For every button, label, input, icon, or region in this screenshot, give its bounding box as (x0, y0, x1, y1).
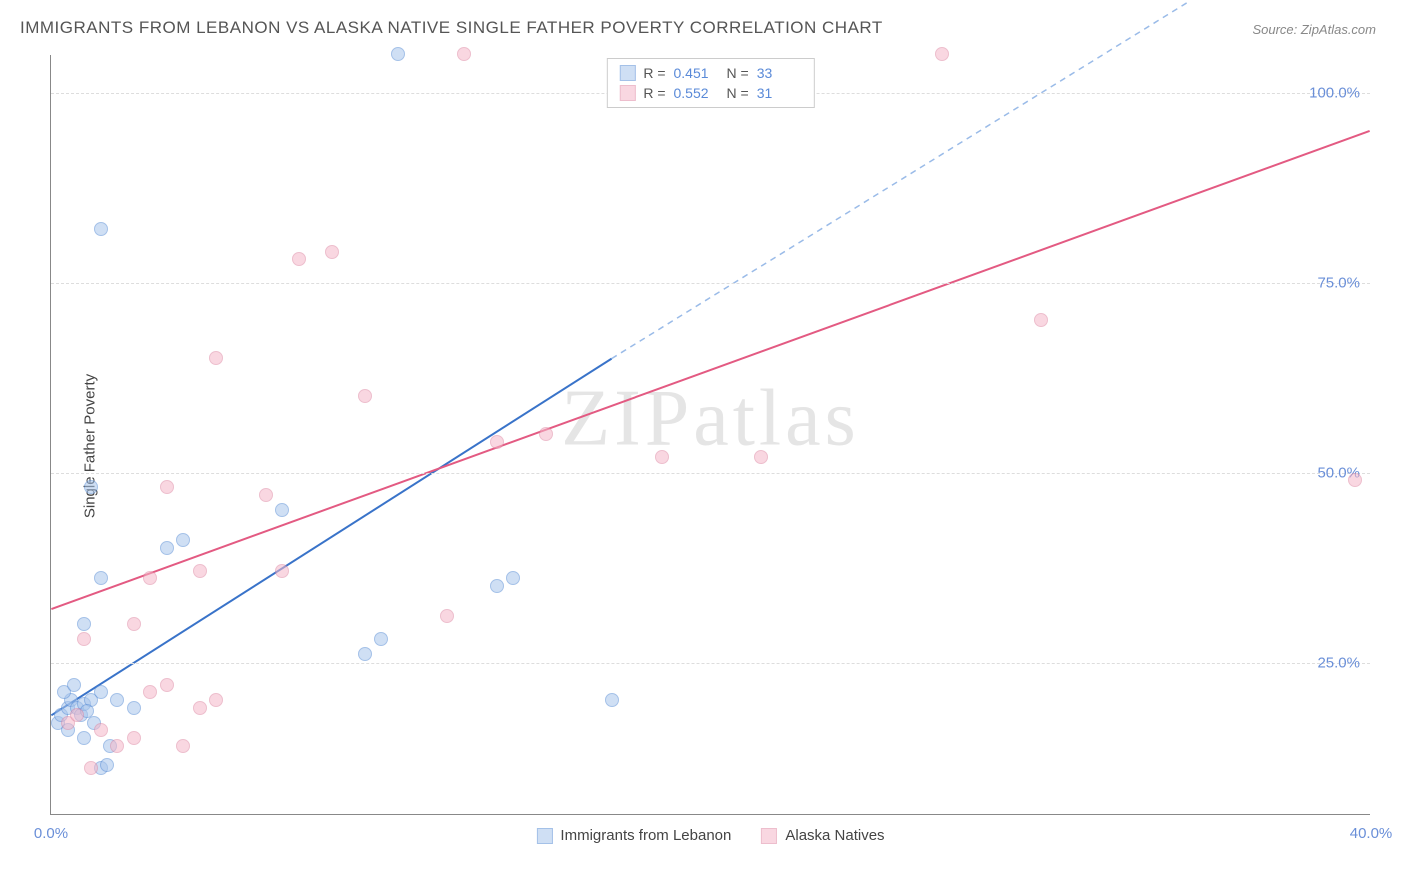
trend-line-extension (612, 2, 1189, 359)
r-value: 0.451 (674, 65, 719, 81)
data-point (127, 731, 141, 745)
data-point (457, 47, 471, 61)
data-point (127, 701, 141, 715)
trend-lines-svg (51, 55, 1370, 814)
data-point (935, 47, 949, 61)
data-point (506, 571, 520, 585)
data-point (77, 617, 91, 631)
series-legend: Immigrants from Lebanon Alaska Natives (536, 827, 884, 844)
legend-swatch (761, 828, 777, 844)
data-point (193, 701, 207, 715)
data-point (160, 678, 174, 692)
data-point (358, 389, 372, 403)
legend-swatch (536, 828, 552, 844)
data-point (160, 480, 174, 494)
source-attribution: Source: ZipAtlas.com (1252, 22, 1376, 37)
data-point (391, 47, 405, 61)
data-point (754, 450, 768, 464)
data-point (143, 685, 157, 699)
data-point (539, 427, 553, 441)
legend-row: R = 0.552 N = 31 (619, 83, 801, 103)
data-point (655, 450, 669, 464)
data-point (94, 685, 108, 699)
n-label: N = (727, 85, 749, 101)
data-point (110, 739, 124, 753)
data-point (275, 564, 289, 578)
data-point (440, 609, 454, 623)
data-point (490, 579, 504, 593)
data-point (605, 693, 619, 707)
data-point (143, 571, 157, 585)
r-label: R = (643, 85, 665, 101)
data-point (259, 488, 273, 502)
data-point (94, 222, 108, 236)
gridline-h (51, 663, 1370, 664)
trend-line (51, 359, 611, 716)
data-point (176, 533, 190, 547)
series-name: Alaska Natives (785, 827, 884, 844)
data-point (127, 617, 141, 631)
data-point (100, 758, 114, 772)
data-point (77, 632, 91, 646)
gridline-h (51, 283, 1370, 284)
series-name: Immigrants from Lebanon (560, 827, 731, 844)
legend-swatch (619, 85, 635, 101)
data-point (374, 632, 388, 646)
ytick-label: 100.0% (1309, 85, 1360, 102)
data-point (84, 480, 98, 494)
series-legend-item: Immigrants from Lebanon (536, 827, 731, 844)
data-point (193, 564, 207, 578)
data-point (490, 435, 504, 449)
watermark: ZIPatlas (561, 374, 860, 465)
data-point (1348, 473, 1362, 487)
data-point (209, 351, 223, 365)
trend-line (51, 131, 1369, 609)
data-point (67, 678, 81, 692)
data-point (1034, 313, 1048, 327)
page-title: IMMIGRANTS FROM LEBANON VS ALASKA NATIVE… (20, 18, 883, 38)
source-name: ZipAtlas.com (1301, 22, 1376, 37)
data-point (209, 693, 223, 707)
n-value: 33 (757, 65, 802, 81)
data-point (94, 571, 108, 585)
data-point (94, 723, 108, 737)
r-label: R = (643, 65, 665, 81)
ytick-label: 75.0% (1317, 275, 1360, 292)
source-prefix: Source: (1252, 22, 1300, 37)
legend-row: R = 0.451 N = 33 (619, 63, 801, 83)
xtick-label: 40.0% (1350, 825, 1393, 842)
n-value: 31 (757, 85, 802, 101)
data-point (176, 739, 190, 753)
xtick-label: 0.0% (34, 825, 68, 842)
data-point (84, 761, 98, 775)
data-point (70, 708, 84, 722)
data-point (160, 541, 174, 555)
series-legend-item: Alaska Natives (761, 827, 884, 844)
ytick-label: 25.0% (1317, 655, 1360, 672)
data-point (77, 731, 91, 745)
data-point (292, 252, 306, 266)
gridline-h (51, 473, 1370, 474)
data-point (325, 245, 339, 259)
data-point (110, 693, 124, 707)
legend-swatch (619, 65, 635, 81)
data-point (358, 647, 372, 661)
plot-area: ZIPatlas R =0.451N =33R =0.552N =31 Immi… (50, 55, 1370, 815)
data-point (275, 503, 289, 517)
r-value: 0.552 (674, 85, 719, 101)
correlation-legend: R = 0.451 N = 33 R = 0.552 N = 31 (606, 58, 814, 108)
n-label: N = (727, 65, 749, 81)
